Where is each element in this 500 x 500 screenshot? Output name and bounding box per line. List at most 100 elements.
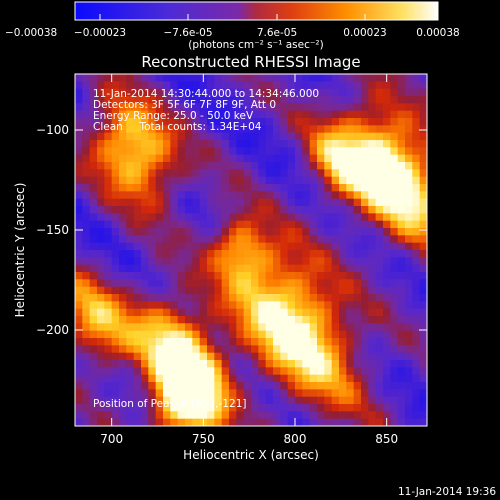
heatmap-cell <box>177 396 186 405</box>
heatmap-cell <box>229 330 237 339</box>
heatmap-cell <box>97 382 105 390</box>
heatmap-cell <box>295 154 303 163</box>
heatmap-cell <box>104 360 113 368</box>
heatmap-cell <box>214 235 223 244</box>
heatmap-cell <box>89 198 98 207</box>
heatmap-cell <box>302 110 311 119</box>
heatmap-cell <box>251 345 259 354</box>
heatmap-cell <box>163 316 171 324</box>
heatmap-cell <box>317 338 325 346</box>
heatmap-cell <box>148 140 157 148</box>
heatmap-cell <box>148 411 157 420</box>
heatmap-cell <box>236 206 245 214</box>
heatmap-cell <box>324 74 333 82</box>
heatmap-cell <box>295 242 303 251</box>
heatmap-cell <box>258 132 267 141</box>
heatmap-cell <box>324 250 333 258</box>
heatmap-cell <box>405 81 413 90</box>
heatmap-cell <box>397 352 406 361</box>
heatmap-cell <box>141 250 149 258</box>
heatmap-cell <box>163 257 171 266</box>
heatmap-cell <box>177 132 186 141</box>
heatmap-cell <box>207 418 215 426</box>
heatmap-cell <box>82 404 91 412</box>
heatmap-cell <box>177 118 186 126</box>
heatmap-cell <box>185 396 193 405</box>
heatmap-cell <box>287 352 296 361</box>
heatmap-cell <box>192 169 201 178</box>
heatmap-cell <box>82 345 91 354</box>
heatmap-cell <box>309 330 318 339</box>
heatmap-cell <box>229 213 237 222</box>
heatmap-cell <box>390 374 399 383</box>
heatmap-cell <box>258 294 267 302</box>
heatmap-cell <box>405 118 413 126</box>
heatmap-cell <box>412 242 421 251</box>
heatmap-cell <box>207 279 215 288</box>
heatmap-cell <box>273 272 281 280</box>
heatmap-cell <box>309 316 318 324</box>
heatmap-cell <box>287 74 296 82</box>
heatmap-cell <box>397 404 406 412</box>
heatmap-cell <box>163 323 171 332</box>
heatmap-cell <box>133 118 142 126</box>
heatmap-cell <box>346 264 355 273</box>
heatmap-cell <box>104 96 113 104</box>
heatmap-cell <box>163 242 171 251</box>
heatmap-cell <box>280 96 289 104</box>
heatmap-cell <box>177 250 186 258</box>
heatmap-cell <box>317 272 325 280</box>
heatmap-cell <box>141 132 149 141</box>
heatmap-cell <box>243 411 252 420</box>
heatmap-cell <box>317 118 325 126</box>
heatmap-cell <box>236 74 245 82</box>
heatmap-cell <box>353 316 362 324</box>
heatmap-cell <box>163 396 171 405</box>
heatmap-cell <box>368 140 377 148</box>
heatmap-cell <box>331 389 340 398</box>
heatmap-cell <box>148 198 157 207</box>
heatmap-cell <box>119 88 127 97</box>
heatmap-cell <box>236 213 245 222</box>
heatmap-cell <box>397 418 406 426</box>
heatmap-cell <box>287 345 296 354</box>
heatmap-cell <box>89 286 98 295</box>
heatmap-cell <box>141 235 149 244</box>
heatmap-cell <box>383 169 391 178</box>
heatmap-cell <box>133 301 142 310</box>
heatmap-cell <box>397 345 406 354</box>
heatmap-cell <box>405 154 413 163</box>
heatmap-cell <box>390 352 399 361</box>
heatmap-cell <box>405 250 413 258</box>
heatmap-cell <box>346 242 355 251</box>
heatmap-cell <box>339 301 347 310</box>
heatmap-cell <box>390 367 399 376</box>
heatmap-cell <box>243 257 252 266</box>
heatmap-cell <box>309 96 318 104</box>
heatmap-cell <box>75 74 83 82</box>
heatmap-cell <box>302 418 311 426</box>
heatmap-cell <box>141 404 149 412</box>
heatmap-cell <box>317 257 325 266</box>
heatmap-cell <box>375 176 384 185</box>
heatmap-cell <box>375 301 384 310</box>
heatmap-cell <box>353 418 362 426</box>
heatmap-cell <box>265 404 274 412</box>
heatmap-cell <box>383 206 391 214</box>
heatmap-cell <box>141 330 149 339</box>
heatmap-cell <box>265 228 274 236</box>
annotation-time-range: 11-Jan-2014 14:30:44.000 to 14:34:46.000 <box>93 88 319 100</box>
heatmap-cell <box>141 228 149 236</box>
heatmap-cell <box>126 257 135 266</box>
heatmap-cell <box>251 235 259 244</box>
heatmap-cell <box>133 418 142 426</box>
heatmap-cell <box>104 235 113 244</box>
heatmap-cell <box>295 125 303 134</box>
heatmap-cell <box>383 374 391 383</box>
heatmap-cell <box>185 162 193 170</box>
heatmap-cell <box>133 323 142 332</box>
heatmap-cell <box>309 110 318 119</box>
heatmap-cell <box>185 125 193 134</box>
heatmap-cell <box>331 330 340 339</box>
heatmap-cell <box>163 279 171 288</box>
